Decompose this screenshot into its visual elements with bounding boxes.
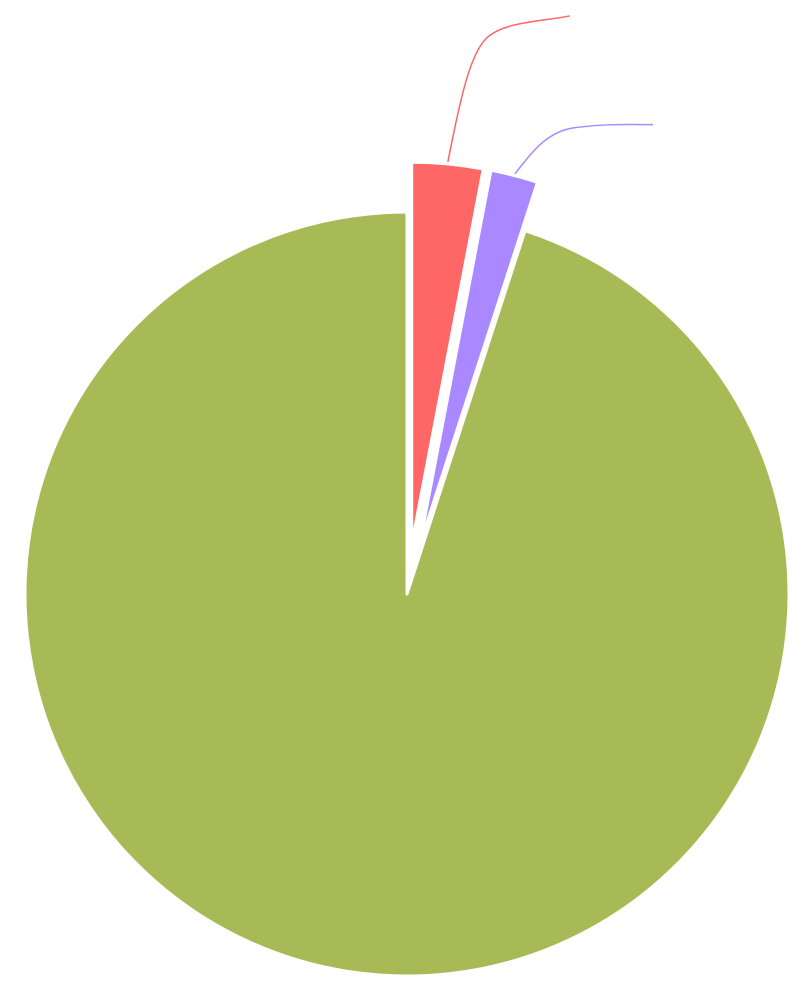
- pie-slice-0: [410, 160, 485, 546]
- pie-slice-2: [23, 210, 791, 978]
- leader-line-1: [514, 123, 653, 175]
- pie-slice-1: [417, 168, 539, 548]
- leader-line-0: [447, 15, 570, 163]
